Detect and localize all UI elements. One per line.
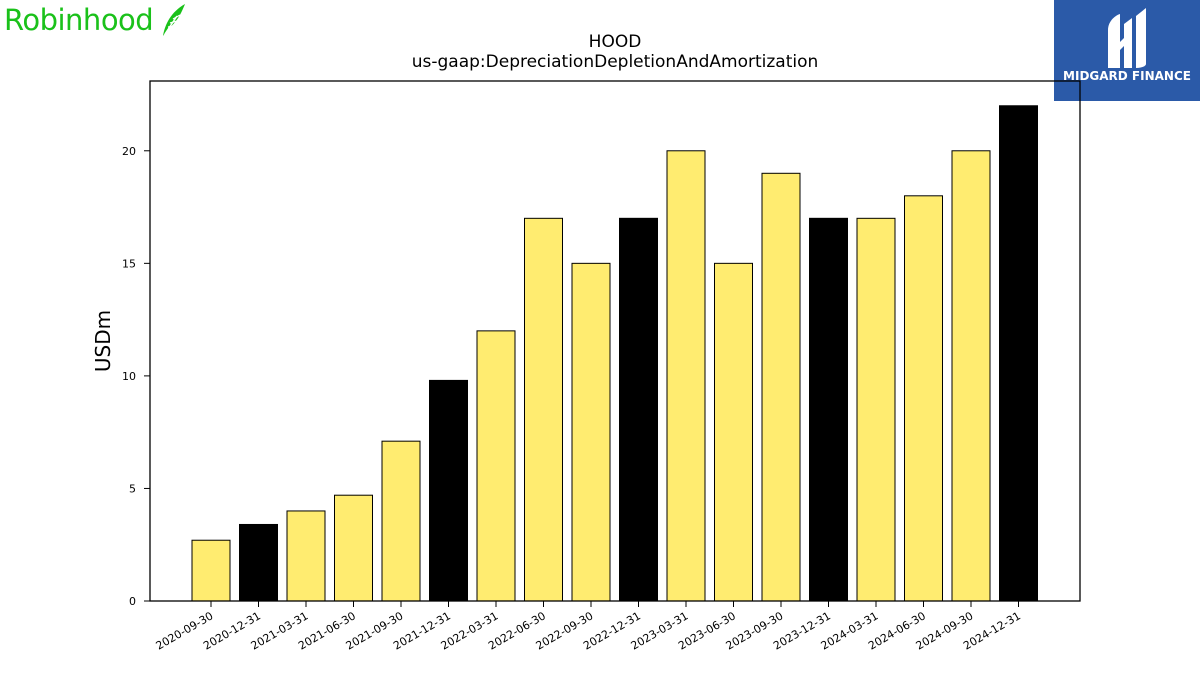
feather-icon: [163, 4, 186, 36]
robinhood-wordmark: Robinhood: [4, 3, 154, 37]
bar: [951, 150, 991, 602]
y-tick-label: 10: [122, 370, 136, 383]
bar: [429, 379, 468, 602]
bar: [381, 440, 421, 602]
robinhood-logo: Robinhood: [4, 2, 187, 38]
y-tick-label: 5: [129, 482, 136, 495]
bar: [476, 330, 516, 602]
bar: [666, 150, 706, 602]
y-tick-label: 15: [122, 257, 136, 270]
bar: [571, 262, 611, 602]
midgard-wordmark: MIDGARD FINANCE: [1063, 69, 1191, 83]
bar: [856, 217, 896, 602]
bar: [619, 217, 658, 602]
bar: [761, 172, 801, 602]
y-axis-label: USDm: [91, 310, 115, 372]
chart-subtitle: us-gaap:DepreciationDepletionAndAmortiza…: [411, 52, 819, 72]
midgard-finance-logo: MIDGARD FINANCE: [1054, 0, 1200, 101]
y-tick-label: 20: [122, 145, 136, 158]
plot-frame: [149, 80, 1081, 602]
bar: [191, 539, 231, 602]
y-tick-label: 0: [129, 595, 136, 608]
bar: [239, 523, 278, 602]
bar: [809, 217, 848, 602]
bar: [524, 217, 563, 602]
bar: [714, 262, 753, 602]
bar: [999, 105, 1038, 602]
bar: [286, 510, 326, 602]
midgard-logo-icon: [1108, 8, 1146, 68]
bar: [904, 195, 943, 602]
bar: [334, 494, 373, 602]
chart-title: HOOD: [588, 32, 642, 52]
